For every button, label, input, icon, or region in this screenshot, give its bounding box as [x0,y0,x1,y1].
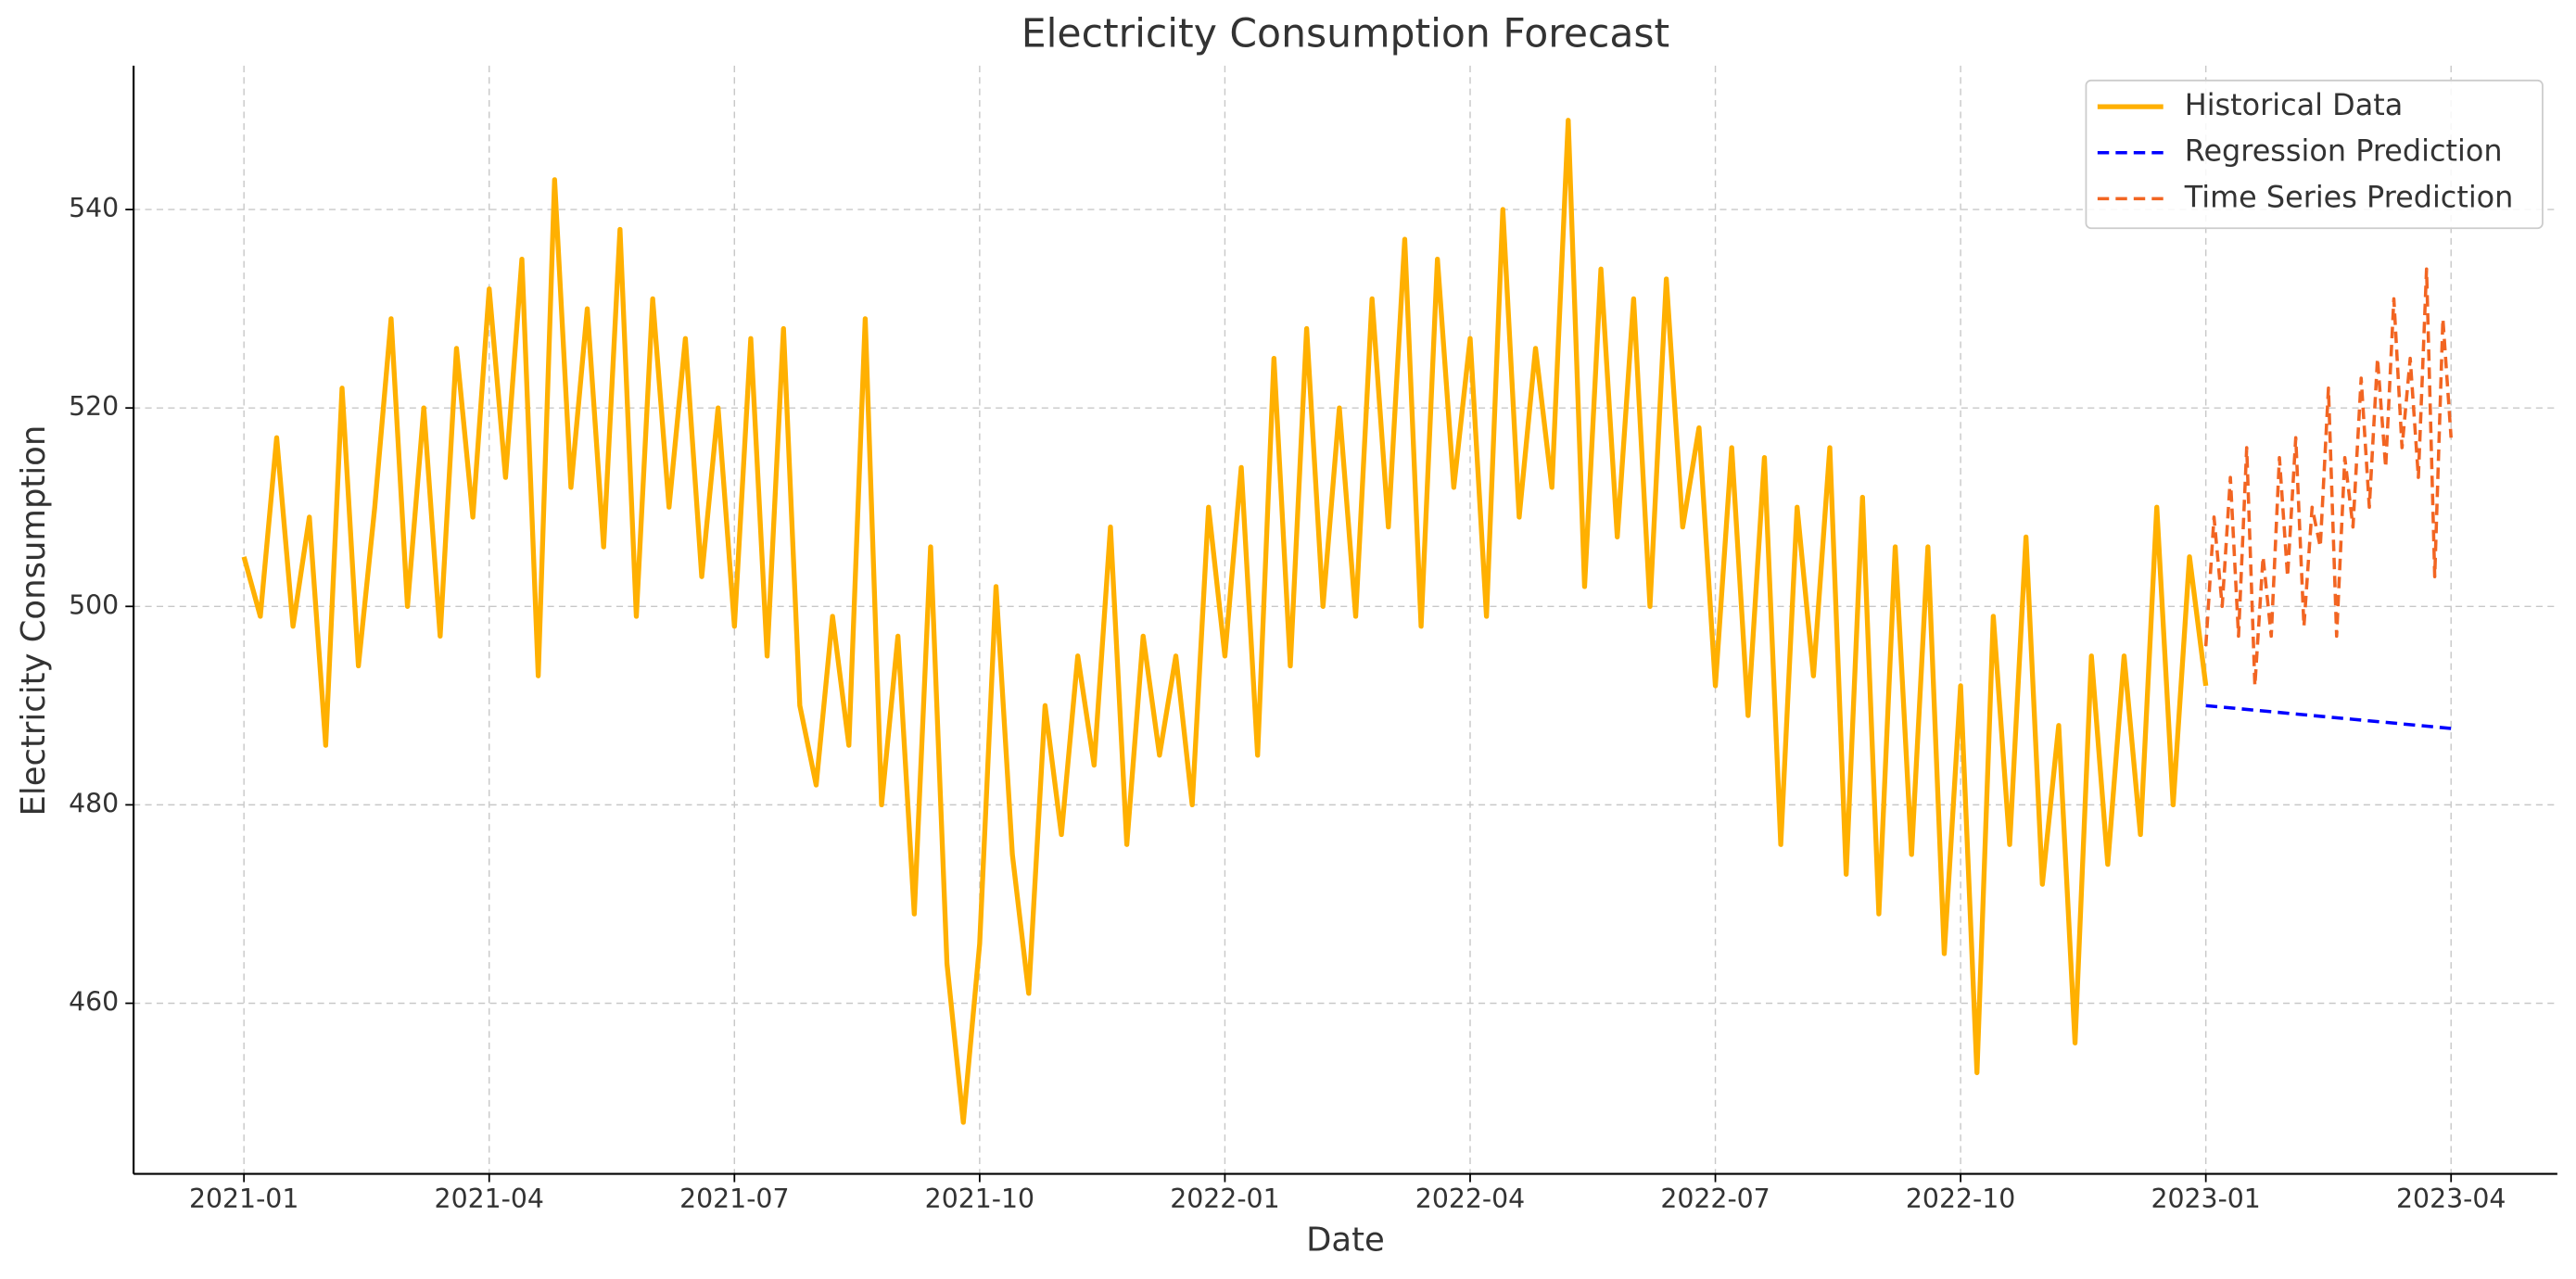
ticks: 460 480 500 520 540 2021-01 2021-04 2021-07 2021… [69,193,2506,1214]
legend-box [2085,79,2544,230]
x-tick-label: 2022-10 [1906,1184,2015,1214]
y-tick-label: 540 [69,193,119,223]
y-tick-label: 500 [69,589,119,620]
x-tick-label: 2021-07 [679,1184,789,1214]
series-line [2203,267,2453,688]
y-axis-label: Electricity Consumption [15,425,53,817]
x-tick-label: 2023-04 [2396,1184,2506,1214]
x-axis-label: Date [1306,1221,1385,1259]
x-tick-label: 2022-01 [1170,1184,1279,1214]
x-tick-label: 2022-07 [1660,1184,1770,1214]
series-line [241,118,2209,1125]
y-tick-label: 460 [69,986,119,1017]
plot-lines [241,118,2453,1125]
x-tick-label: 2021-01 [189,1184,298,1214]
x-tick-label: 2023-01 [2151,1184,2260,1214]
x-tick-label: 2021-04 [435,1184,544,1214]
chart-title: Electricity Consumption Forecast [1022,11,1669,57]
series-line [2205,703,2452,730]
legend-label: Historical Data [2185,87,2404,122]
legend-label: Regression Prediction [2185,133,2503,169]
grid [133,65,2557,1174]
y-tick-label: 480 [69,788,119,818]
legend: Historical Data Regression Prediction Time… [2085,79,2544,230]
x-tick-label: 2021-10 [925,1184,1034,1214]
y-tick-label: 520 [69,391,119,422]
x-tick-label: 2022-04 [1415,1184,1525,1214]
legend-label: Time Series Prediction [2184,179,2514,214]
